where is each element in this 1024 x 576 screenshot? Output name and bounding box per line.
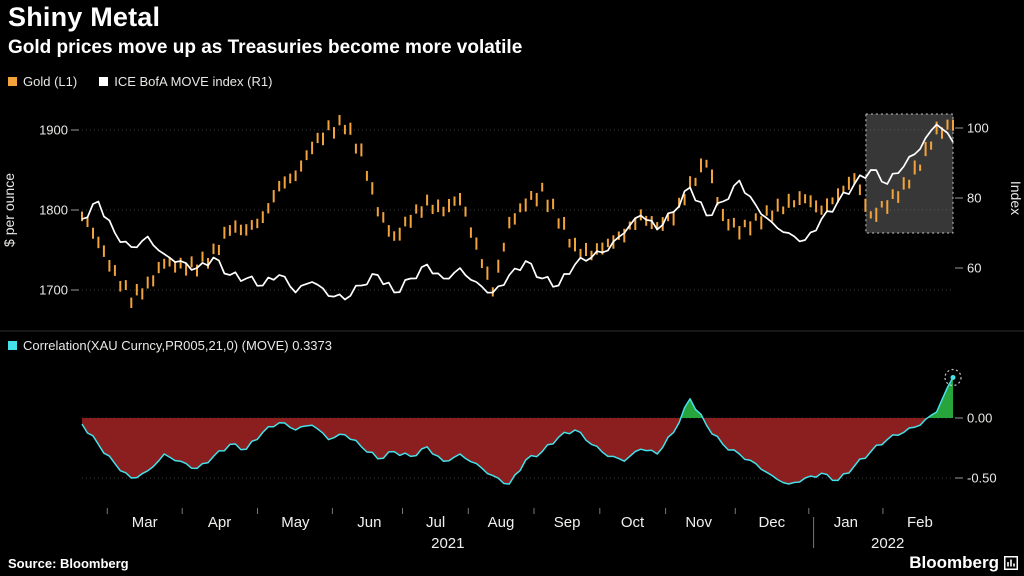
svg-text:1800: 1800 <box>39 203 68 218</box>
svg-text:$ per ounce: $ per ounce <box>1 173 17 247</box>
svg-text:Jul: Jul <box>426 514 445 531</box>
svg-text:Aug: Aug <box>488 514 515 531</box>
svg-text:2022: 2022 <box>871 535 904 552</box>
legend-label-correlation: Correlation(XAU Curncy,PR005,21,0) (MOVE… <box>23 338 332 353</box>
svg-text:0.00: 0.00 <box>967 411 992 426</box>
bottom-chart-legend: Correlation(XAU Curncy,PR005,21,0) (MOVE… <box>8 338 332 353</box>
bloomberg-logo-text: Bloomberg <box>909 553 999 572</box>
svg-text:Mar: Mar <box>132 514 158 531</box>
svg-text:Nov: Nov <box>685 514 712 531</box>
svg-text:1700: 1700 <box>39 283 68 298</box>
svg-text:Apr: Apr <box>208 514 231 531</box>
legend-item-move-index: ICE BofA MOVE index (R1) <box>99 74 272 89</box>
source-attribution: Source: Bloomberg <box>8 556 129 571</box>
move-legend-swatch-icon <box>99 77 109 86</box>
page-title: Shiny Metal <box>8 2 161 32</box>
svg-text:Jun: Jun <box>357 514 381 531</box>
gold-legend-swatch-icon <box>8 77 17 86</box>
svg-text:Oct: Oct <box>621 514 645 531</box>
svg-text:-0.50: -0.50 <box>967 471 997 486</box>
legend-item-correlation: Correlation(XAU Curncy,PR005,21,0) (MOVE… <box>8 338 332 353</box>
legend-label-gold: Gold (L1) <box>23 74 78 89</box>
svg-text:60: 60 <box>967 261 981 276</box>
correlation-legend-swatch-icon <box>8 341 17 350</box>
legend-label-move-index: ICE BofA MOVE index (R1) <box>114 74 273 89</box>
svg-text:Index: Index <box>1008 181 1024 215</box>
svg-text:Sep: Sep <box>554 514 581 531</box>
legend-item-gold: Gold (L1) <box>8 74 77 89</box>
svg-text:Feb: Feb <box>907 514 933 531</box>
bloomberg-logo: Bloomberg <box>909 553 1018 573</box>
svg-text:Jan: Jan <box>834 514 858 531</box>
svg-text:100: 100 <box>967 121 989 136</box>
svg-text:80: 80 <box>967 191 981 206</box>
svg-text:May: May <box>281 514 310 531</box>
svg-text:Dec: Dec <box>758 514 785 531</box>
svg-text:1900: 1900 <box>39 123 68 138</box>
top-chart-legend: Gold (L1) ICE BofA MOVE index (R1) <box>8 74 272 89</box>
bloomberg-terminal-icon <box>1004 556 1018 570</box>
page-subtitle: Gold prices move up as Treasuries become… <box>8 37 523 58</box>
svg-text:2021: 2021 <box>431 535 464 552</box>
